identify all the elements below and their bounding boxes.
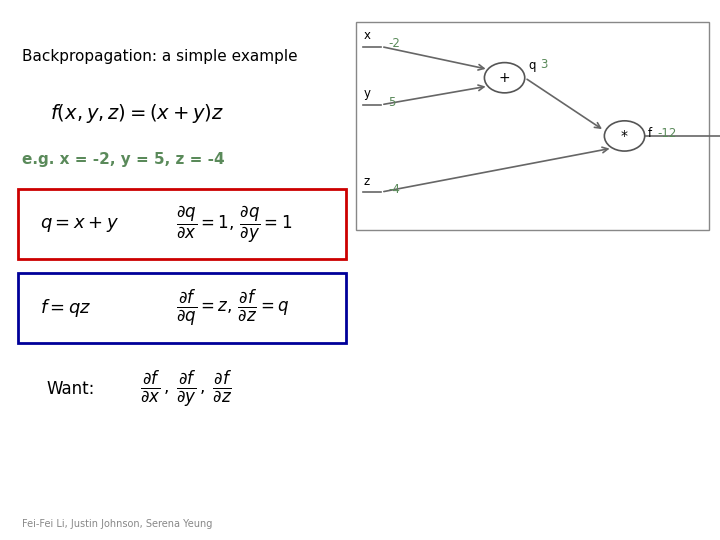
Text: $\dfrac{\partial q}{\partial x}=1,\,\dfrac{\partial q}{\partial y}=1$: $\dfrac{\partial q}{\partial x}=1,\,\dfr… — [176, 204, 292, 245]
Circle shape — [485, 63, 525, 93]
Text: -4: -4 — [388, 183, 400, 196]
Bar — [356, 22, 709, 230]
Text: -2: -2 — [388, 37, 400, 50]
Text: $f = qz$: $f = qz$ — [40, 297, 91, 319]
Text: $\dfrac{\partial f}{\partial x}\,,\;\dfrac{\partial f}{\partial y}\,,\;\dfrac{\p: $\dfrac{\partial f}{\partial x}\,,\;\dfr… — [140, 369, 233, 409]
Text: e.g. x = -2, y = 5, z = -4: e.g. x = -2, y = 5, z = -4 — [22, 152, 224, 167]
Text: Backpropagation: a simple example: Backpropagation: a simple example — [22, 49, 297, 64]
Text: *: * — [621, 129, 628, 143]
Bar — [18, 189, 346, 259]
Text: f: f — [647, 127, 652, 140]
Bar — [18, 273, 346, 343]
Circle shape — [604, 121, 644, 151]
Text: x: x — [364, 29, 371, 42]
Text: q: q — [528, 59, 536, 72]
Text: 3: 3 — [541, 58, 548, 71]
Text: +: + — [499, 71, 510, 85]
Text: y: y — [364, 87, 371, 100]
Text: Fei-Fei Li, Justin Johnson, Serena Yeung: Fei-Fei Li, Justin Johnson, Serena Yeung — [22, 519, 212, 529]
Text: 5: 5 — [388, 96, 395, 109]
Text: $\dfrac{\partial f}{\partial q}=z,\,\dfrac{\partial f}{\partial z}=q$: $\dfrac{\partial f}{\partial q}=z,\,\dfr… — [176, 288, 289, 328]
Text: $q = x + y$: $q = x + y$ — [40, 214, 119, 234]
Text: z: z — [364, 175, 369, 188]
Text: Want:: Want: — [47, 380, 95, 398]
Text: $f(x,y,z)=(x+y)z$: $f(x,y,z)=(x+y)z$ — [50, 102, 225, 125]
Text: -12: -12 — [657, 127, 677, 140]
